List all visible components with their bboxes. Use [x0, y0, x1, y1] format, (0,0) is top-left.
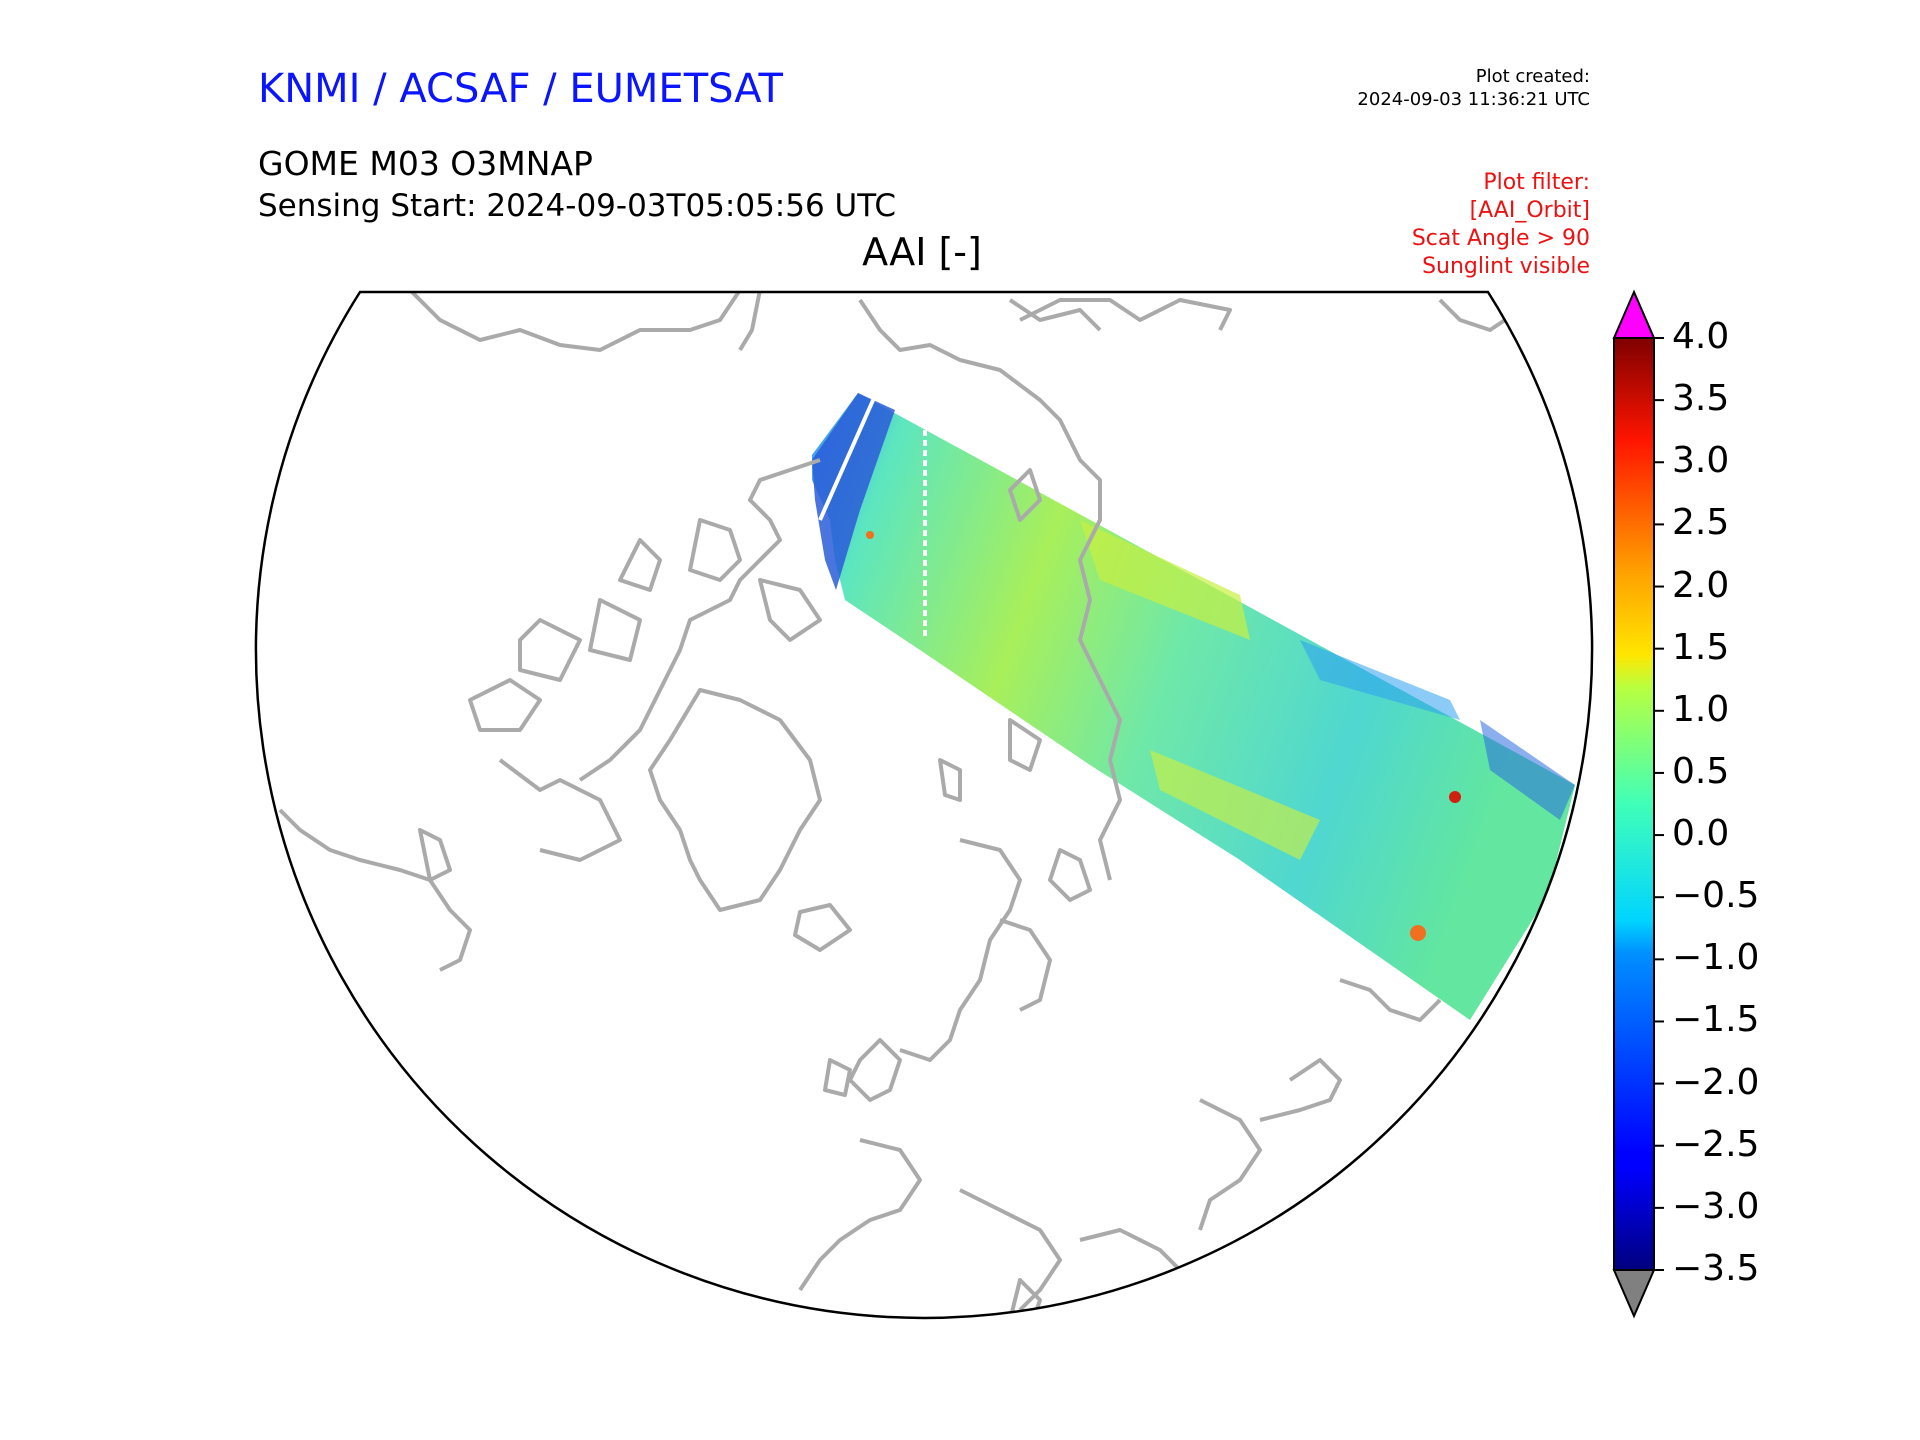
island-kamchatka — [1008, 468, 1042, 522]
island-axel-heiberg — [588, 598, 642, 662]
colorbar-over-extension — [1612, 289, 1656, 339]
colorbar-tick-label: −0.5 — [1672, 875, 1760, 917]
colorbar-tick-label: −2.5 — [1672, 1123, 1760, 1165]
coastline-greenland — [648, 688, 822, 912]
plot-title: AAI [-] — [862, 230, 982, 274]
coastline-siberia-west — [408, 292, 742, 352]
coastline-pacific — [858, 298, 1122, 761]
plot-created-value: 2024-09-03 11:36:21 UTC — [1357, 89, 1590, 110]
map-area — [278, 292, 1575, 1318]
colorbar-tick-label: −3.0 — [1672, 1185, 1760, 1227]
island-iceland — [793, 903, 852, 952]
coastline-baltic — [999, 918, 1052, 1012]
colorbar-tick-label: −3.5 — [1672, 1248, 1760, 1289]
island-banks — [518, 618, 582, 682]
island-sardinia — [1008, 1278, 1042, 1318]
colorbar-tick-label: −1.0 — [1672, 937, 1760, 979]
colorbar-tick-label: 2.0 — [1672, 564, 1730, 606]
plot-created-label: Plot created: — [1475, 66, 1590, 87]
coastline-central-asia — [1339, 978, 1442, 1022]
coastline-alaska-north — [1008, 298, 1102, 332]
island-ireland — [823, 1058, 852, 1097]
colorbar-under-extension — [1612, 1269, 1656, 1319]
coastline-scandinavia — [899, 838, 1022, 1062]
colorbar-tick-label: 2.5 — [1672, 502, 1730, 544]
colorbar — [1612, 289, 1664, 1319]
island-banks-bay — [418, 828, 452, 882]
island-svalbard — [938, 758, 962, 802]
colorbar-tick-label: 3.5 — [1672, 378, 1730, 420]
sensing-start: Sensing Start: 2024-09-03T05:05:56 UTC — [258, 188, 896, 224]
colorbar-tick-label: 0.0 — [1672, 813, 1730, 855]
coastline-chukotka — [738, 292, 762, 352]
plot-filter-scat-angle: Scat Angle > 90 — [1411, 226, 1590, 251]
colorbar-ticks — [1654, 337, 1664, 1271]
organization-title: KNMI / ACSAF / EUMETSAT — [258, 66, 783, 112]
coastline-italy — [959, 1188, 1062, 1312]
coastline-arctic-archipelago — [578, 458, 821, 782]
colorbar-tick-label: −1.5 — [1672, 999, 1760, 1041]
plot-filter-sunglint: Sunglint visible — [1422, 254, 1590, 279]
colorbar-tick-label: 4.0 — [1672, 316, 1730, 357]
island-franz-josef — [1008, 718, 1042, 772]
coastline-france-iberia — [798, 1138, 922, 1292]
island-devon — [618, 538, 662, 592]
island-ellesmere — [688, 518, 742, 582]
colorbar-frame — [1613, 337, 1655, 1271]
coastline-balkans — [1079, 1228, 1182, 1272]
product-title: GOME M03 O3MNAP — [258, 144, 593, 183]
plot-filter-name: [AAI_Orbit] — [1469, 198, 1590, 223]
colorbar-tick-label: 1.0 — [1672, 688, 1730, 730]
island-great-britain — [848, 1038, 902, 1102]
colorbar-tick-label: 1.5 — [1672, 626, 1730, 668]
colorbar-gradient — [1614, 338, 1654, 1270]
island-victoria — [468, 678, 542, 732]
coastline-novaya-zemlya — [1098, 759, 1122, 881]
coastline-hudson — [498, 758, 622, 862]
coastline-black-sea — [1198, 1098, 1262, 1231]
coastline-kola — [1048, 848, 1092, 902]
coastlines — [278, 292, 1522, 1318]
colorbar-tick-label: 3.0 — [1672, 440, 1730, 482]
map-boundary — [254, 290, 1594, 1320]
plot-filter-label: Plot filter: — [1483, 170, 1590, 195]
coastline-beaufort — [1019, 298, 1232, 331]
aai-swath — [812, 393, 1575, 1020]
coastline-caspian — [1259, 1058, 1342, 1122]
coastline-alaska-canada — [278, 808, 472, 972]
island-nordaustlandet — [758, 578, 822, 642]
colorbar-tick-label: −2.0 — [1672, 1061, 1760, 1103]
colorbar-tick-label: 0.5 — [1672, 750, 1730, 792]
